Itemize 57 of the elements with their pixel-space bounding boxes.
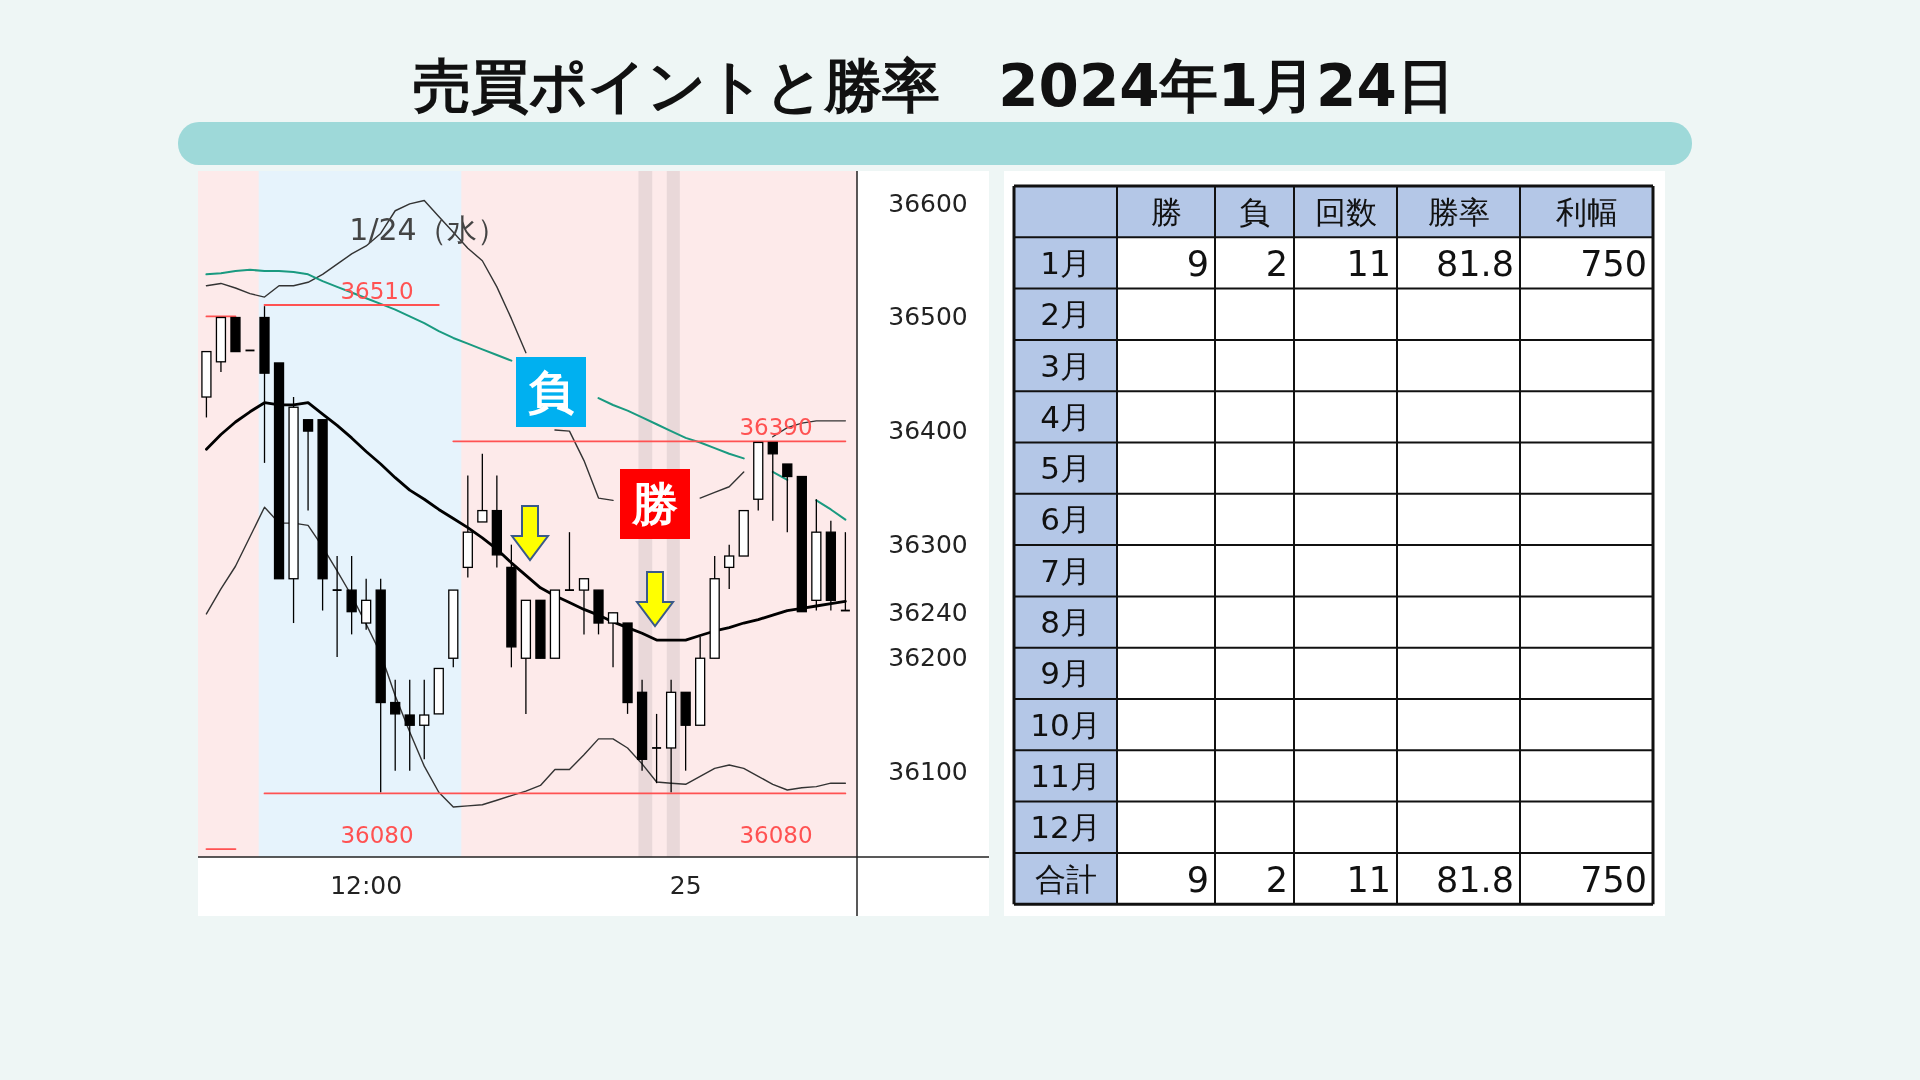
data-label: 9 xyxy=(1186,859,1209,900)
candlestick xyxy=(724,544,735,590)
y-tick-label: 2月 xyxy=(1040,296,1091,333)
y-tick-label: 36500 xyxy=(888,302,968,332)
annotation: 36080 xyxy=(340,822,414,848)
y-tick-label: 36300 xyxy=(888,529,968,559)
x-tick-label: 勝 xyxy=(1150,193,1182,230)
y-tick-label: 1月 xyxy=(1040,244,1091,281)
y-tick-label: 36240 xyxy=(888,597,968,627)
x-tick-label: 負 xyxy=(1239,193,1270,230)
x-tick-label: 12:00 xyxy=(330,871,403,900)
y-tick-label: 3月 xyxy=(1040,347,1091,384)
candlestick xyxy=(652,713,662,784)
y-tick-label: 5月 xyxy=(1040,450,1091,487)
y-tick-label: 10月 xyxy=(1030,706,1101,743)
candlestick xyxy=(767,441,778,522)
y-tick-label: 36200 xyxy=(888,643,968,673)
y-tick-label: 4月 xyxy=(1040,398,1091,435)
data-label: 11 xyxy=(1346,859,1391,900)
y-tick-label: 12月 xyxy=(1030,809,1101,846)
data-label: 2 xyxy=(1265,859,1288,900)
data-label: 9 xyxy=(1186,243,1209,284)
y-tick-label: 合計 xyxy=(1034,860,1097,897)
data-label: 2 xyxy=(1265,243,1288,284)
x-tick-label: 利幅 xyxy=(1555,193,1618,230)
candlestick xyxy=(361,578,372,631)
y-tick-label: 36600 xyxy=(888,188,968,218)
x-tick-label: 回数 xyxy=(1314,193,1377,230)
y-tick-label: 9月 xyxy=(1040,655,1091,692)
y-tick-label: 7月 xyxy=(1040,552,1091,589)
candlestick xyxy=(782,463,793,533)
y-tick-label: 8月 xyxy=(1040,604,1091,641)
candlestick xyxy=(578,578,590,636)
data-label: 11 xyxy=(1346,243,1391,284)
candlestick xyxy=(477,453,488,523)
annotation: 負 xyxy=(528,365,575,419)
candlestick xyxy=(346,555,357,636)
candlestick xyxy=(419,679,430,760)
x-tick-label: 勝率 xyxy=(1427,193,1490,230)
annotation: 36080 xyxy=(739,822,813,848)
candlestick xyxy=(404,679,415,772)
candlestick xyxy=(302,419,314,512)
y-tick-label: 36400 xyxy=(888,415,968,445)
chart-title: 売買ポイントと勝率 2024年1月24日 xyxy=(413,52,1455,120)
data-label: 750 xyxy=(1580,243,1647,284)
y-tick-label: 11月 xyxy=(1030,757,1101,794)
y-tick-label: 6月 xyxy=(1040,501,1091,538)
candlestick xyxy=(564,531,574,591)
annotation: 勝 xyxy=(631,477,678,531)
candlestick xyxy=(390,679,401,772)
data-label: 81.8 xyxy=(1436,243,1514,284)
candlestick xyxy=(332,555,342,658)
y-tick-label: 36100 xyxy=(888,756,968,786)
annotation: 36510 xyxy=(340,278,414,304)
data-label: 750 xyxy=(1580,859,1647,900)
data-label: 81.8 xyxy=(1436,859,1514,900)
x-tick-label: 25 xyxy=(669,871,702,900)
